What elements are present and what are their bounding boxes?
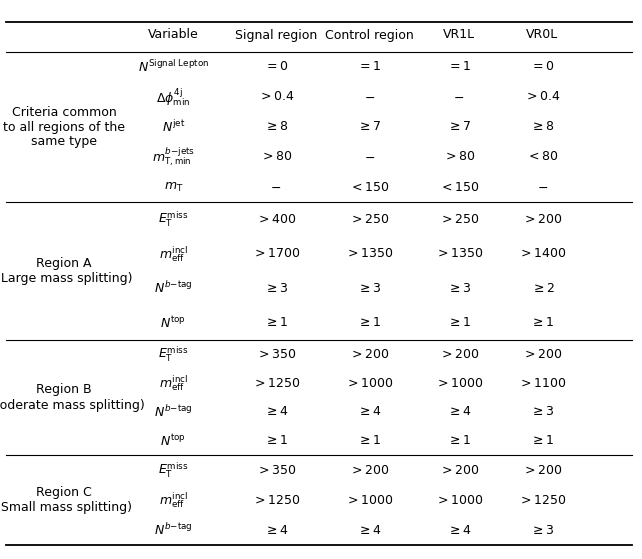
Text: $\geq 1$: $\geq 1$ [530,316,555,329]
Text: $> 200$: $> 200$ [439,348,479,361]
Text: $\geq 3$: $\geq 3$ [264,282,288,295]
Text: $E^{\mathrm{miss}}_{\mathrm{T}}$: $E^{\mathrm{miss}}_{\mathrm{T}}$ [158,460,189,480]
Text: $\geq 8$: $\geq 8$ [530,121,555,134]
Text: $> 200$: $> 200$ [523,463,562,476]
Text: Region C
(Small mass splitting): Region C (Small mass splitting) [0,486,132,514]
Text: Criteria common
to all regions of the
same type: Criteria common to all regions of the sa… [3,106,125,149]
Text: $\geq 4$: $\geq 4$ [264,405,288,418]
Text: $> 1000$: $> 1000$ [435,377,483,390]
Text: $> 1000$: $> 1000$ [345,377,394,390]
Text: $> 80$: $> 80$ [443,150,475,163]
Text: $\geq 7$: $\geq 7$ [357,121,381,134]
Text: Signal region: Signal region [235,29,317,41]
Text: $N^{b\mathrm{-tag}}$: $N^{b\mathrm{-tag}}$ [154,522,193,538]
Text: $> 200$: $> 200$ [349,463,389,476]
Text: Variable: Variable [148,29,199,41]
Text: $> 250$: $> 250$ [349,213,389,226]
Text: $\geq 4$: $\geq 4$ [447,523,471,537]
Text: $= 1$: $= 1$ [447,60,471,73]
Text: $E^{\mathrm{miss}}_{\mathrm{T}}$: $E^{\mathrm{miss}}_{\mathrm{T}}$ [158,210,189,229]
Text: $> 1400$: $> 1400$ [518,247,567,260]
Text: $-$: $-$ [537,181,548,193]
Text: $N^{\mathrm{jet}}$: $N^{\mathrm{jet}}$ [162,119,185,135]
Text: $> 1250$: $> 1250$ [252,494,300,506]
Text: $\geq 1$: $\geq 1$ [447,316,471,329]
Text: $> 1100$: $> 1100$ [518,377,567,390]
Text: $\geq 2$: $\geq 2$ [530,282,555,295]
Text: $> 1700$: $> 1700$ [252,247,300,260]
Text: $= 0$: $= 0$ [264,60,288,73]
Text: $m^{\mathrm{incl}}_{\mathrm{eff}}$: $m^{\mathrm{incl}}_{\mathrm{eff}}$ [159,490,188,510]
Text: $m^{\mathrm{incl}}_{\mathrm{eff}}$: $m^{\mathrm{incl}}_{\mathrm{eff}}$ [159,244,188,263]
Text: $> 1250$: $> 1250$ [252,377,300,390]
Text: $< 80$: $< 80$ [526,150,559,163]
Text: $N^{b\mathrm{-tag}}$: $N^{b\mathrm{-tag}}$ [154,404,193,420]
Text: $\geq 1$: $\geq 1$ [357,434,381,447]
Text: Region B
(Moderate mass splitting): Region B (Moderate mass splitting) [0,383,144,411]
Text: $> 400$: $> 400$ [256,213,296,226]
Text: $m^{b\mathrm{-jets}}_{\mathrm{T,min}}$: $m^{b\mathrm{-jets}}_{\mathrm{T,min}}$ [152,145,195,168]
Text: $> 350$: $> 350$ [256,348,296,361]
Text: $> 350$: $> 350$ [256,463,296,476]
Text: $< 150$: $< 150$ [349,181,389,193]
Text: $\geq 3$: $\geq 3$ [530,523,555,537]
Text: $N^{\mathrm{top}}$: $N^{\mathrm{top}}$ [160,433,186,448]
Text: $> 1000$: $> 1000$ [345,494,394,506]
Text: $N^{b\mathrm{-tag}}$: $N^{b\mathrm{-tag}}$ [154,280,193,296]
Text: $\geq 1$: $\geq 1$ [357,316,381,329]
Text: $-$: $-$ [363,150,375,163]
Text: $> 200$: $> 200$ [439,463,479,476]
Text: $\geq 1$: $\geq 1$ [264,434,288,447]
Text: $= 1$: $= 1$ [357,60,381,73]
Text: $> 1000$: $> 1000$ [435,494,483,506]
Text: $\geq 3$: $\geq 3$ [530,405,555,418]
Text: VR0L: VR0L [526,29,559,41]
Text: $> 80$: $> 80$ [260,150,292,163]
Text: $\geq 7$: $\geq 7$ [447,121,471,134]
Text: $> 1350$: $> 1350$ [345,247,394,260]
Text: $> 200$: $> 200$ [349,348,389,361]
Text: $-$: $-$ [453,91,465,103]
Text: $> 1350$: $> 1350$ [435,247,483,260]
Text: $\geq 4$: $\geq 4$ [357,405,381,418]
Text: $\geq 1$: $\geq 1$ [530,434,555,447]
Text: $> 0.4$: $> 0.4$ [258,91,294,103]
Text: $= 0$: $= 0$ [530,60,555,73]
Text: $N^{\mathrm{top}}$: $N^{\mathrm{top}}$ [160,315,186,330]
Text: $N^{\mathrm{Signal\ Lepton}}$: $N^{\mathrm{Signal\ Lepton}}$ [137,59,209,75]
Text: $\geq 1$: $\geq 1$ [264,316,288,329]
Text: $-$: $-$ [363,91,375,103]
Text: $E^{\mathrm{miss}}_{\mathrm{T}}$: $E^{\mathrm{miss}}_{\mathrm{T}}$ [158,345,189,364]
Text: $\geq 4$: $\geq 4$ [447,405,471,418]
Text: $m^{\mathrm{incl}}_{\mathrm{eff}}$: $m^{\mathrm{incl}}_{\mathrm{eff}}$ [159,373,188,393]
Text: $< 150$: $< 150$ [439,181,479,193]
Text: $> 200$: $> 200$ [523,213,562,226]
Text: VR1L: VR1L [443,29,475,41]
Text: $-$: $-$ [270,181,282,193]
Text: $\geq 4$: $\geq 4$ [357,523,381,537]
Text: $> 1250$: $> 1250$ [518,494,567,506]
Text: $\geq 1$: $\geq 1$ [447,434,471,447]
Text: $> 250$: $> 250$ [439,213,479,226]
Text: $> 0.4$: $> 0.4$ [525,91,560,103]
Text: $m_{\mathrm{T}}$: $m_{\mathrm{T}}$ [164,181,183,193]
Text: $\geq 8$: $\geq 8$ [264,121,288,134]
Text: $\geq 3$: $\geq 3$ [447,282,471,295]
Text: $\Delta\phi^{\mathrm{4j}}_{\mathrm{min}}$: $\Delta\phi^{\mathrm{4j}}_{\mathrm{min}}… [156,86,191,108]
Text: $> 200$: $> 200$ [523,348,562,361]
Text: Control region: Control region [325,29,413,41]
Text: Region A
(Large mass splitting): Region A (Large mass splitting) [0,257,132,285]
Text: $\geq 3$: $\geq 3$ [357,282,381,295]
Text: $\geq 4$: $\geq 4$ [264,523,288,537]
